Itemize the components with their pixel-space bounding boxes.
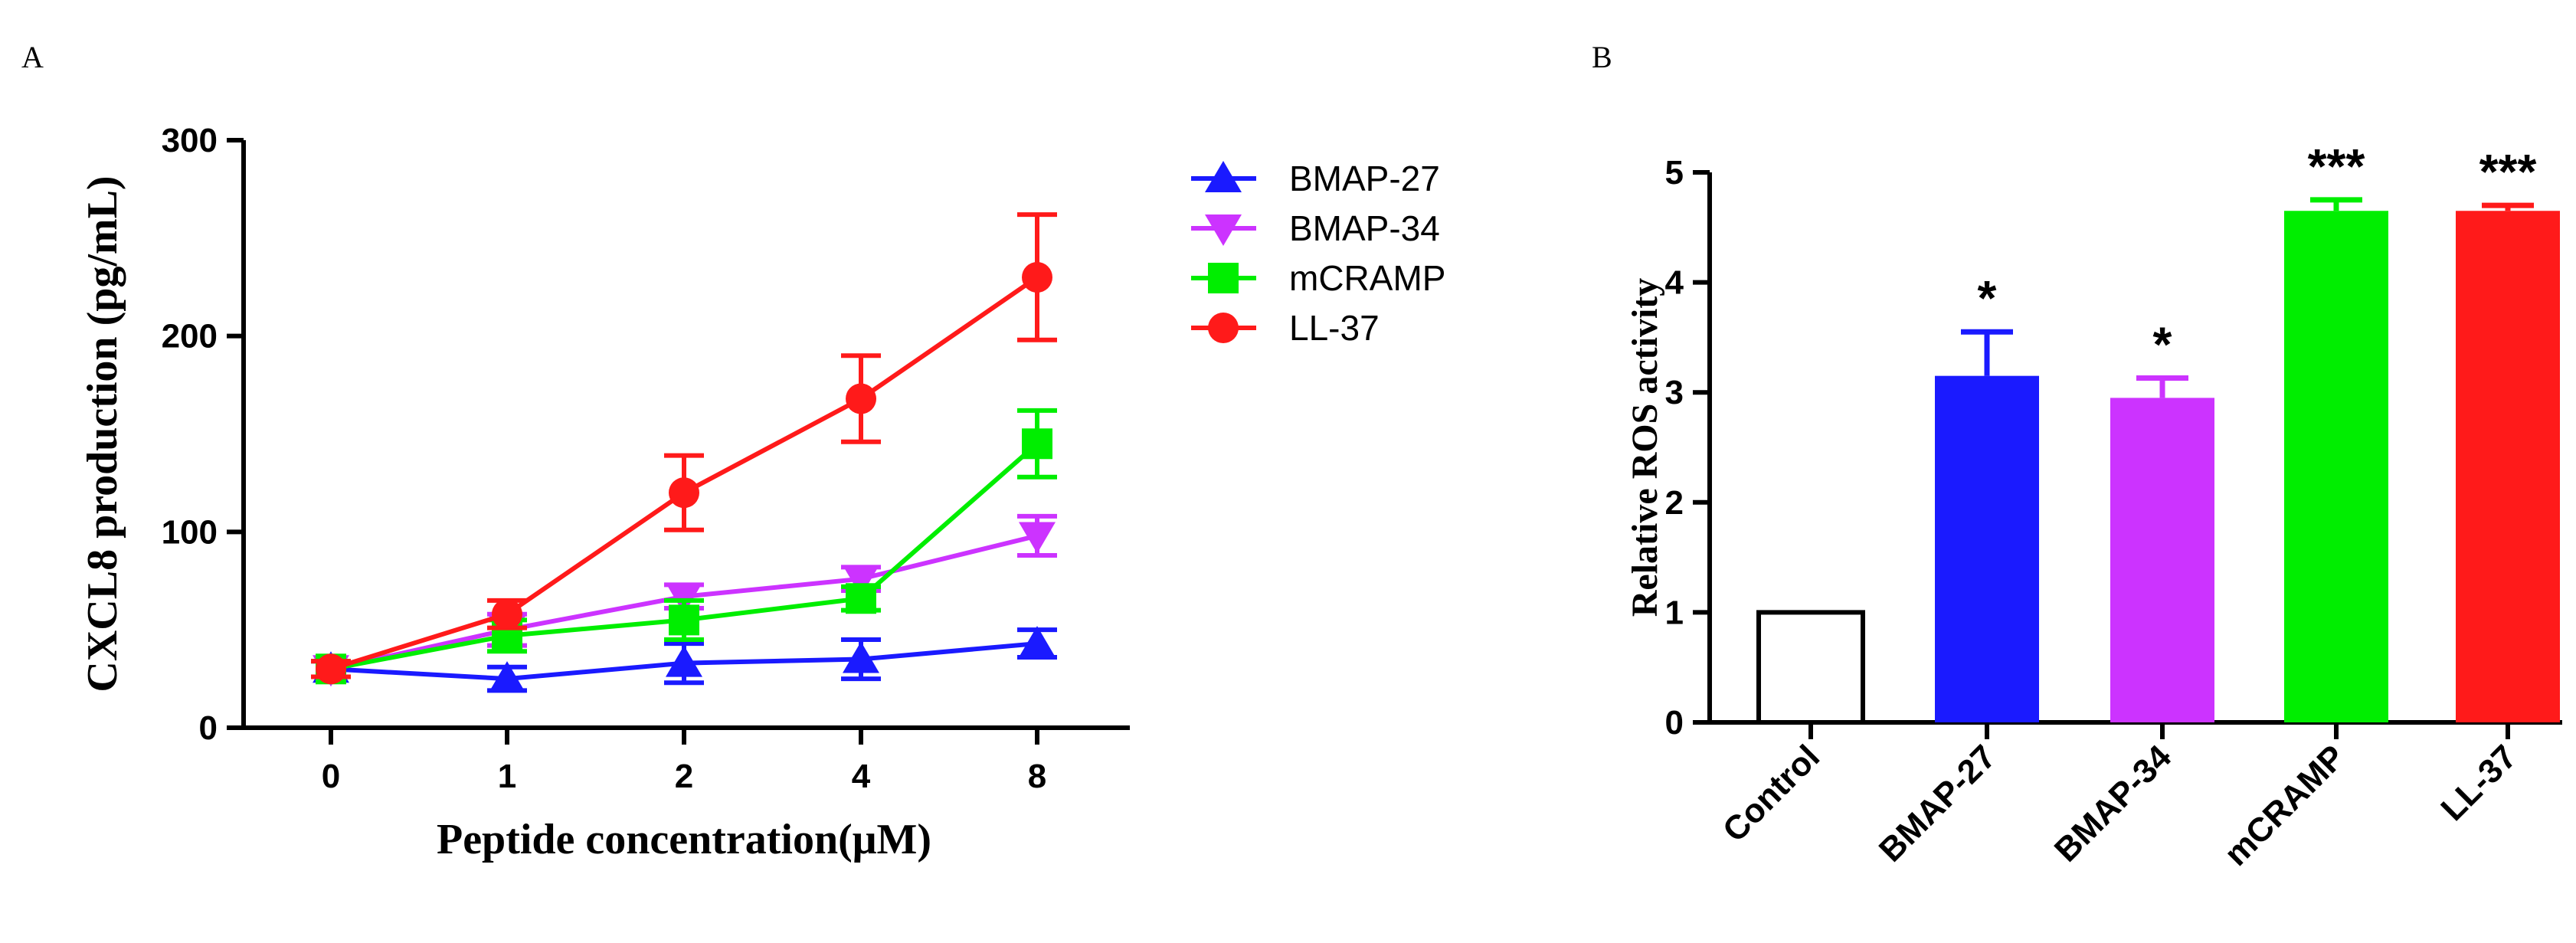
- panel-b-label: B: [1592, 40, 1612, 74]
- data-point-marker: [1208, 263, 1239, 293]
- bar-mcramp: [2284, 211, 2388, 722]
- legend-item-bmap-34: BMAP-34: [1191, 208, 1440, 248]
- x-tick-label-a: 0: [322, 758, 340, 795]
- chart-b: 0 1 2 3 4 5 Relative ROS activity Control BMAP-2…: [1625, 139, 2562, 873]
- bar-bmap-34: [2110, 398, 2214, 722]
- y-axis-title-b: Relative ROS activity: [1625, 278, 1665, 617]
- y-axis-title-a: CXCL8 production (pg/mL): [79, 175, 126, 692]
- data-point-marker: [669, 604, 699, 636]
- data-point-marker: [492, 598, 522, 630]
- bar-control: [1756, 610, 1865, 725]
- x-tick-label-a: 8: [1028, 758, 1046, 795]
- y-tick-label-a: 300: [162, 122, 218, 159]
- data-point-marker: [1022, 261, 1052, 293]
- bar-bmap-27: [1935, 375, 2039, 722]
- panel-a-label: A: [21, 40, 44, 74]
- legend-item-ll-37: LL-37: [1191, 308, 1380, 348]
- legend-label: mCRAMP: [1289, 258, 1445, 298]
- x-tick-label-b: Control: [1716, 738, 1827, 849]
- legend-item-mcramp: mCRAMP: [1191, 258, 1445, 298]
- legend-label: LL-37: [1289, 308, 1380, 348]
- significance-label: ***: [2308, 139, 2365, 194]
- data-point-marker: [1208, 313, 1239, 343]
- y-tick-label-b: 4: [1665, 264, 1684, 302]
- x-axis-title-a: Peptide concentration(μM): [437, 816, 931, 863]
- series-mcramp: [311, 408, 1057, 685]
- y-tick-label-b: 0: [1665, 704, 1684, 742]
- significance-label: ***: [2479, 144, 2537, 199]
- legend-label: BMAP-27: [1289, 159, 1440, 198]
- significance-label: *: [1978, 270, 1997, 326]
- legend-item-bmap-27: BMAP-27: [1191, 159, 1440, 198]
- y-tick-label-a: 100: [162, 513, 218, 551]
- data-point-marker: [489, 661, 525, 693]
- y-tick-label-b: 3: [1665, 374, 1684, 411]
- data-point-marker: [1019, 626, 1056, 658]
- legend-label: BMAP-34: [1289, 208, 1440, 248]
- data-point-marker: [669, 477, 699, 509]
- data-point-marker: [316, 653, 346, 685]
- data-point-marker: [843, 565, 879, 597]
- y-tick-label-b: 2: [1665, 484, 1684, 522]
- y-tick-label-b: 5: [1665, 154, 1684, 192]
- x-tick-label-a: 1: [498, 758, 516, 795]
- y-tick-label-b: 1: [1665, 594, 1684, 631]
- x-tick-label-a: 4: [852, 758, 871, 795]
- y-tick-label-a: 0: [199, 709, 218, 747]
- data-point-marker: [1019, 522, 1056, 554]
- legend-a: BMAP-27 BMAP-34 mCRAMP LL-37: [1191, 159, 1445, 348]
- data-point-marker: [846, 383, 876, 414]
- bar-ll-37: [2456, 211, 2560, 722]
- series-ll-37: [311, 212, 1057, 685]
- data-point-marker: [843, 641, 879, 673]
- data-point-marker: [1205, 214, 1242, 246]
- data-point-marker: [666, 645, 702, 677]
- x-tick-label-b: BMAP-34: [2047, 738, 2179, 869]
- data-point-marker: [846, 583, 876, 614]
- x-tick-label-b: BMAP-27: [1872, 738, 2003, 869]
- data-point-marker: [1205, 161, 1242, 192]
- data-point-marker: [1022, 428, 1052, 460]
- y-tick-label-a: 200: [162, 318, 218, 355]
- significance-label: *: [2153, 317, 2172, 372]
- chart-a: 0 100 200 300 0 1 2 4 8 Peptide concentration(μM)…: [79, 122, 1445, 863]
- x-tick-label-b: LL-37: [2434, 738, 2524, 828]
- x-tick-label-b: mCRAMP: [2218, 738, 2352, 873]
- x-tick-label-a: 2: [675, 758, 693, 795]
